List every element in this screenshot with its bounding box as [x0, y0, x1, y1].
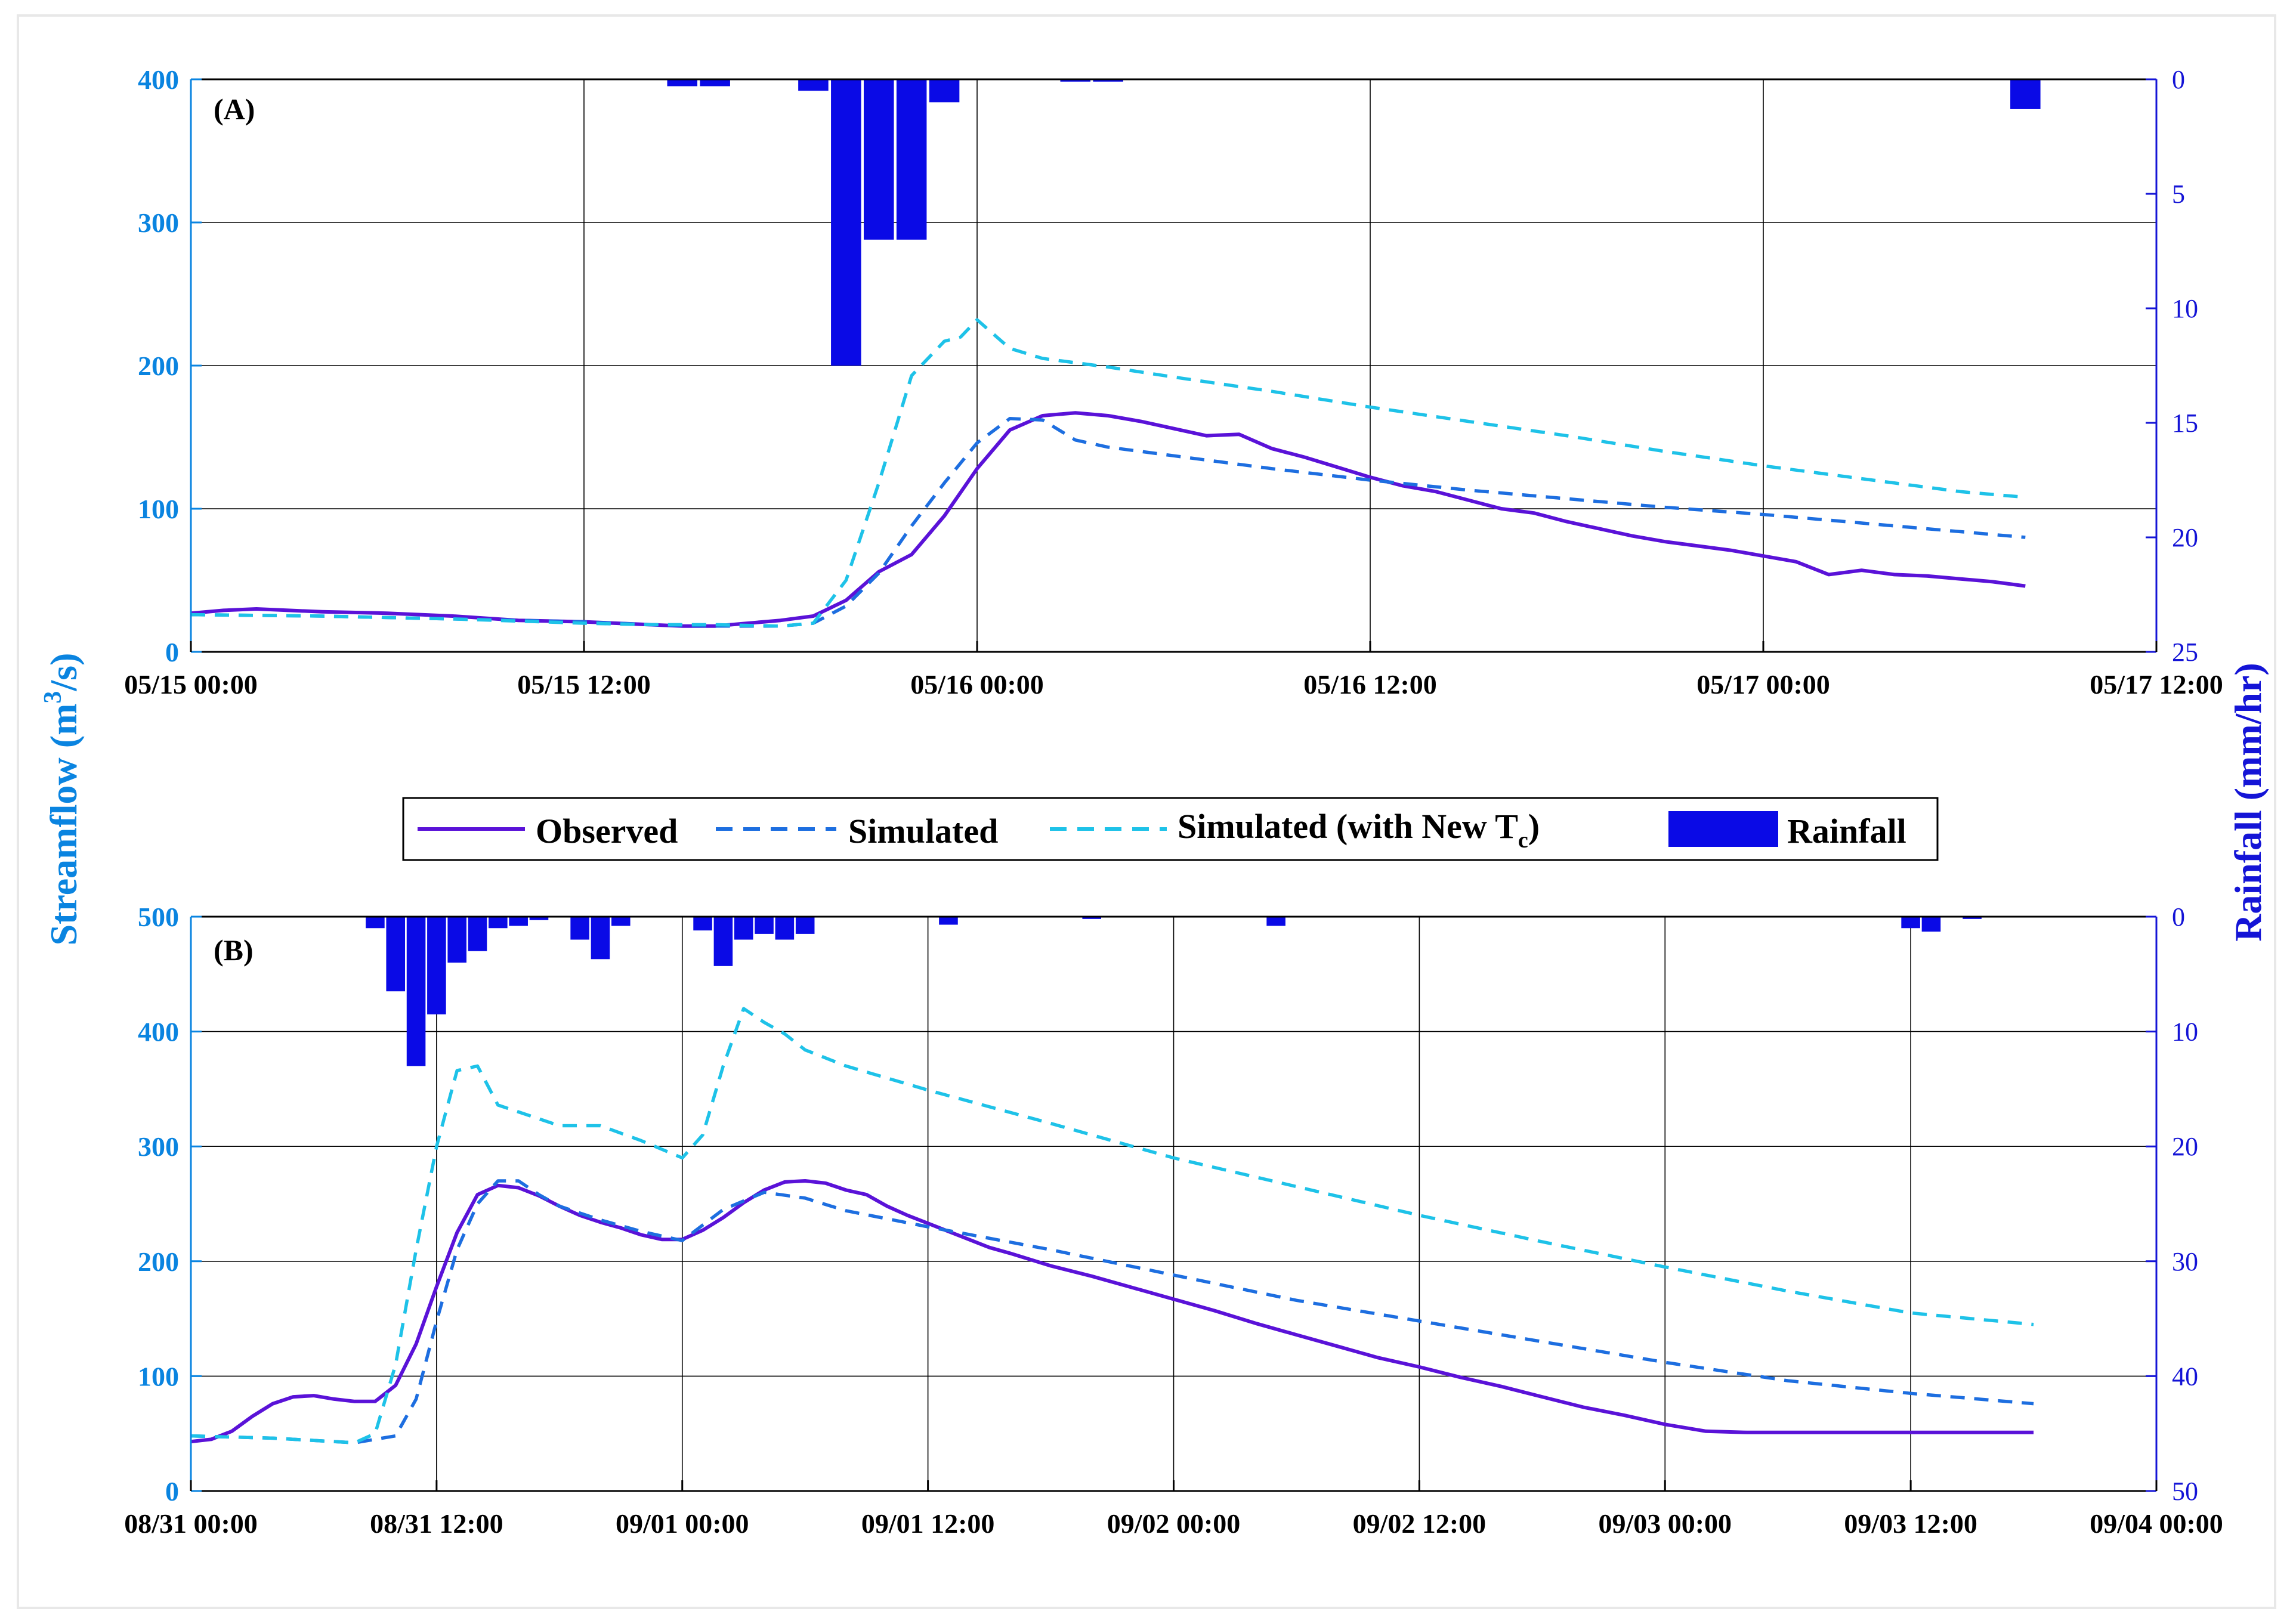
legend-rainfall-label: Rainfall: [1787, 812, 1906, 850]
panel-b-rainfall-bar: [1921, 917, 1941, 932]
panel-b-right-tick-label: 40: [2172, 1362, 2198, 1391]
panel-b-rainfall-bar: [713, 917, 733, 966]
panel-b-rainfall-bar: [755, 917, 774, 934]
panel-b-rainfall-bar: [509, 917, 528, 926]
legend-simulated-new-end: ): [1528, 807, 1540, 846]
panel-b-label: (B): [214, 933, 254, 967]
legend-simulated-label: Simulated: [848, 812, 998, 850]
legend-simulated-new-label: Simulated (with New Tc): [1178, 807, 1540, 853]
panel-b-rainfall-bar: [734, 917, 753, 940]
panel-b-right-tick-label: 10: [2172, 1017, 2198, 1047]
panel-a-rainfall-bar: [798, 79, 829, 91]
panel-b-rainfall-bar: [489, 917, 508, 929]
panel-b-rainfall-bar: [775, 917, 795, 940]
panel-a-x-tick-label: 05/16 00:00: [910, 669, 1044, 700]
panel-a-left-tick-label: 300: [138, 208, 179, 238]
panel-a-rainfall-bar: [700, 79, 730, 86]
panel-b-x-tick-label: 08/31 00:00: [124, 1508, 258, 1539]
panel-b-left-tick-label: 200: [138, 1246, 179, 1277]
panel-b-rainfall-bar: [570, 917, 589, 940]
panel-b-rainfall-bar: [529, 917, 549, 920]
legend-simulated-new-sub: c: [1518, 828, 1528, 853]
panel-b-rainfall-bar: [693, 917, 712, 931]
panel-a-rainfall-bar: [896, 79, 927, 240]
panel-b-rainfall-bar: [1082, 917, 1101, 919]
panel-b-rainfall-bar: [795, 917, 815, 934]
panel-a-right-tick-label: 20: [2172, 523, 2198, 552]
panel-a-rainfall-bar: [1060, 79, 1091, 82]
panel-b-rainfall-bar: [447, 917, 466, 963]
right-axis-label: Rainfall (mm/hr): [2227, 663, 2269, 942]
panel-b-series-simulated-new: [190, 1007, 2034, 1444]
panel-a-right-tick-label: 10: [2172, 294, 2198, 323]
panel-b-right-tick-label: 0: [2172, 902, 2185, 932]
panel-b-rainfall-bar: [1901, 917, 1920, 929]
left-axis-label: Streamflow (m3/s): [39, 653, 85, 946]
panel-a-rainfall-bar: [831, 79, 861, 366]
left-axis-label-sup: 3: [39, 691, 67, 704]
panel-a-right-tick-label: 0: [2172, 65, 2185, 94]
panel-b: (B) 0 100 200 300 400 500 0 10 20 30 40 50 08/31 00:…: [124, 902, 2223, 1539]
panel-b-left-tick-label: 100: [138, 1361, 179, 1391]
panel-a-series-simulated-new: [190, 318, 2026, 628]
panel-b-right-tick-label: 20: [2172, 1132, 2198, 1161]
panel-b-rainfall-bar: [406, 917, 426, 1066]
panel-a-left-tick-label: 100: [138, 494, 179, 524]
panel-b-series-simulated: [190, 1179, 2034, 1444]
panel-a-series-observed: [190, 411, 2026, 628]
panel-a-rainfall-bar: [2010, 79, 2041, 109]
panel-b-rainfall-bar: [1963, 917, 1982, 919]
panel-a-x-tick-label: 05/17 00:00: [1696, 669, 1830, 700]
panel-b-rainfall-bar: [468, 917, 487, 951]
panel-b-x-tick-label: 09/04 00:00: [2090, 1508, 2223, 1539]
panel-a-left-tick-label: 0: [165, 637, 179, 667]
panel-a-rainfall-bar: [863, 79, 894, 240]
panel-a-rainfall-bar: [667, 79, 698, 86]
panel-b-x-tick-label: 09/03 00:00: [1598, 1508, 1732, 1539]
panel-b-rainfall-bar: [611, 917, 631, 926]
left-axis-label-end: /s): [42, 653, 85, 692]
panel-a-x-tick-label: 05/17 12:00: [2090, 669, 2223, 700]
panel-b-right-tick-label: 30: [2172, 1247, 2198, 1276]
panel-a-left-tick-label: 400: [138, 64, 179, 95]
panel-a-right-tick-label: 25: [2172, 638, 2198, 667]
panel-b-left-tick-label: 500: [138, 902, 179, 932]
panel-a-right-tick-label: 5: [2172, 180, 2185, 209]
panel-b-rainfall-bar: [591, 917, 610, 960]
legend-simulated-new-base: Simulated (with New T: [1178, 807, 1518, 846]
panel-b-rainfall-bar: [366, 917, 385, 929]
panel-b-left-tick-label: 400: [138, 1017, 179, 1047]
panel-b-left-tick-label: 0: [165, 1476, 179, 1507]
panel-a-x-tick-label: 05/16 12:00: [1303, 669, 1437, 700]
left-axis-label-base: Streamflow (m: [42, 704, 85, 946]
panel-b-x-tick-label: 09/01 00:00: [616, 1508, 749, 1539]
panel-b-x-tick-label: 09/03 12:00: [1844, 1508, 1977, 1539]
panel-a-left-tick-label: 200: [138, 351, 179, 381]
panel-a: (A) 0 100 200 300 400 0 5 10 15 20 25 05/15 00:00 05…: [124, 64, 2223, 700]
legend-observed-label: Observed: [536, 812, 678, 850]
panel-b-series-observed: [190, 1179, 2034, 1444]
panel-b-right-tick-label: 50: [2172, 1477, 2198, 1506]
panel-a-right-tick-label: 15: [2172, 409, 2198, 438]
panel-a-rainfall-bar: [929, 79, 960, 103]
panel-b-rainfall-bar: [939, 917, 958, 925]
panel-a-x-tick-label: 05/15 00:00: [124, 669, 258, 700]
legend-rainfall-swatch: [1668, 811, 1778, 847]
panel-a-label: (A): [214, 92, 255, 126]
panel-b-rainfall-bar: [1266, 917, 1285, 926]
panel-b-x-tick-label: 09/02 00:00: [1107, 1508, 1241, 1539]
panel-b-rainfall-bar: [386, 917, 406, 992]
panel-a-rainfall-bar: [1093, 79, 1123, 82]
panel-b-x-tick-label: 08/31 12:00: [370, 1508, 503, 1539]
panel-b-x-tick-label: 09/01 12:00: [861, 1508, 995, 1539]
panel-b-x-tick-label: 09/02 12:00: [1353, 1508, 1487, 1539]
panel-a-x-tick-label: 05/15 12:00: [517, 669, 651, 700]
panel-b-rainfall-bar: [427, 917, 446, 1014]
panel-b-left-tick-label: 300: [138, 1131, 179, 1162]
legend: Observed Simulated Simulated (with New T…: [402, 797, 1939, 861]
